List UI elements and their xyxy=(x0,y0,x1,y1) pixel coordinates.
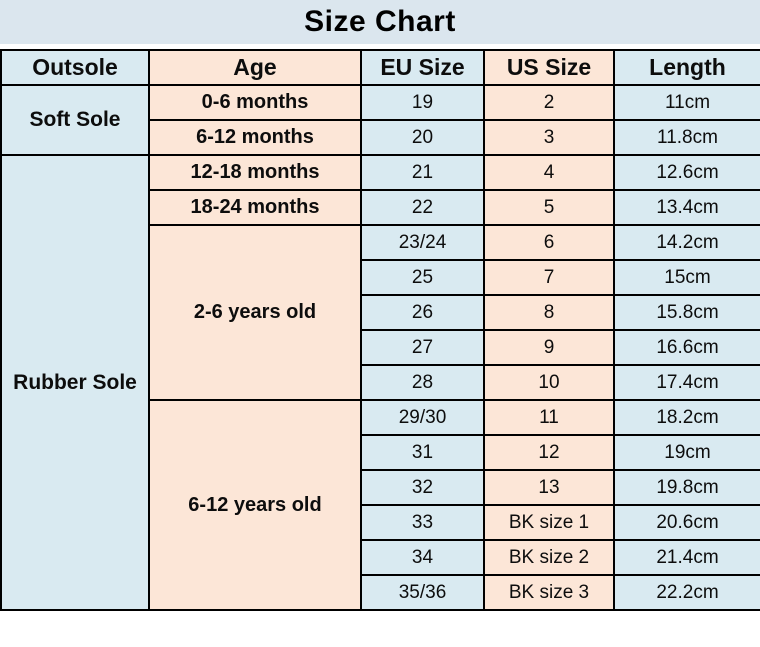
outsole-cell-rubber-sole: Rubber Sole xyxy=(0,154,150,611)
col-header-eu-size: EU Size xyxy=(360,49,485,86)
table-row: 33 BK size 1 20.6cm xyxy=(1,504,760,541)
us-size-cell: 6 xyxy=(483,224,615,261)
us-size-cell: 9 xyxy=(483,329,615,366)
age-cell-6-12-years: 6-12 years old xyxy=(148,399,362,611)
table-row: 28 10 17.4cm xyxy=(1,364,760,401)
table-row: 32 13 19.8cm xyxy=(1,469,760,506)
eu-size-cell: 26 xyxy=(360,294,485,331)
page-title: Size Chart xyxy=(304,5,456,38)
us-size-cell: BK size 2 xyxy=(483,539,615,576)
us-size-cell: 7 xyxy=(483,259,615,296)
length-cell: 11.8cm xyxy=(613,119,760,156)
eu-size-cell: 20 xyxy=(360,119,485,156)
col-header-age: Age xyxy=(148,49,362,86)
table-row: 27 9 16.6cm xyxy=(1,329,760,366)
us-size-cell: 3 xyxy=(483,119,615,156)
eu-size-cell: 34 xyxy=(360,539,485,576)
length-cell: 14.2cm xyxy=(613,224,760,261)
table-row: 35/36 BK size 3 22.2cm xyxy=(1,574,760,611)
eu-size-cell: 27 xyxy=(360,329,485,366)
length-cell: 18.2cm xyxy=(613,399,760,436)
table-row: 26 8 15.8cm xyxy=(1,294,760,331)
us-size-cell: BK size 1 xyxy=(483,504,615,541)
age-cell: 12-18 months xyxy=(148,154,362,191)
length-cell: 11cm xyxy=(613,84,760,121)
us-size-cell: 13 xyxy=(483,469,615,506)
table-row: 6-12 years old 29/30 11 18.2cm xyxy=(1,399,760,611)
outsole-cell-soft-sole: Soft Sole xyxy=(0,84,150,156)
length-cell: 12.6cm xyxy=(613,154,760,191)
table-row: 6-12 months 20 3 11.8cm xyxy=(1,119,760,156)
eu-size-cell: 22 xyxy=(360,189,485,226)
length-cell: 21.4cm xyxy=(613,539,760,576)
length-cell: 15cm xyxy=(613,259,760,296)
title-table-gap xyxy=(0,44,760,49)
size-chart-table: Outsole Age EU Size US Size Length Soft … xyxy=(0,49,760,611)
us-size-cell: 5 xyxy=(483,189,615,226)
length-cell: 16.6cm xyxy=(613,329,760,366)
header-row: Outsole Age EU Size US Size Length xyxy=(0,49,760,86)
us-size-cell: 12 xyxy=(483,434,615,471)
age-cell: 0-6 months xyxy=(148,84,362,121)
table-row: Rubber Sole 12-18 months 21 4 12.6cm xyxy=(0,154,760,611)
title-band: Size Chart xyxy=(0,0,760,44)
table-row: Soft Sole 0-6 months 19 2 11cm xyxy=(0,84,760,156)
age-cell: 18-24 months xyxy=(148,189,362,226)
length-cell: 13.4cm xyxy=(613,189,760,226)
col-header-us-size: US Size xyxy=(483,49,615,86)
us-size-cell: 10 xyxy=(483,364,615,401)
length-cell: 15.8cm xyxy=(613,294,760,331)
col-header-outsole: Outsole xyxy=(0,49,150,86)
col-header-length: Length xyxy=(613,49,760,86)
eu-size-cell: 32 xyxy=(360,469,485,506)
eu-size-cell: 33 xyxy=(360,504,485,541)
age-cell: 6-12 months xyxy=(148,119,362,156)
us-size-cell: BK size 3 xyxy=(483,574,615,611)
us-size-cell: 4 xyxy=(483,154,615,191)
table-row: 25 7 15cm xyxy=(1,259,760,296)
table-row: 34 BK size 2 21.4cm xyxy=(1,539,760,576)
eu-size-cell: 35/36 xyxy=(360,574,485,611)
length-cell: 20.6cm xyxy=(613,504,760,541)
length-cell: 19cm xyxy=(613,434,760,471)
eu-size-cell: 23/24 xyxy=(360,224,485,261)
us-size-cell: 2 xyxy=(483,84,615,121)
eu-size-cell: 28 xyxy=(360,364,485,401)
eu-size-cell: 19 xyxy=(360,84,485,121)
length-cell: 17.4cm xyxy=(613,364,760,401)
length-cell: 19.8cm xyxy=(613,469,760,506)
table-row: 18-24 months 22 5 13.4cm xyxy=(1,189,760,226)
length-cell: 22.2cm xyxy=(613,574,760,611)
eu-size-cell: 25 xyxy=(360,259,485,296)
table-row: 2-6 years old 23/24 6 14.2cm xyxy=(1,224,760,401)
table-row: 31 12 19cm xyxy=(1,434,760,471)
eu-size-cell: 21 xyxy=(360,154,485,191)
age-cell-2-6-years: 2-6 years old xyxy=(148,224,362,401)
eu-size-cell: 29/30 xyxy=(360,399,485,436)
us-size-cell: 11 xyxy=(483,399,615,436)
us-size-cell: 8 xyxy=(483,294,615,331)
eu-size-cell: 31 xyxy=(360,434,485,471)
